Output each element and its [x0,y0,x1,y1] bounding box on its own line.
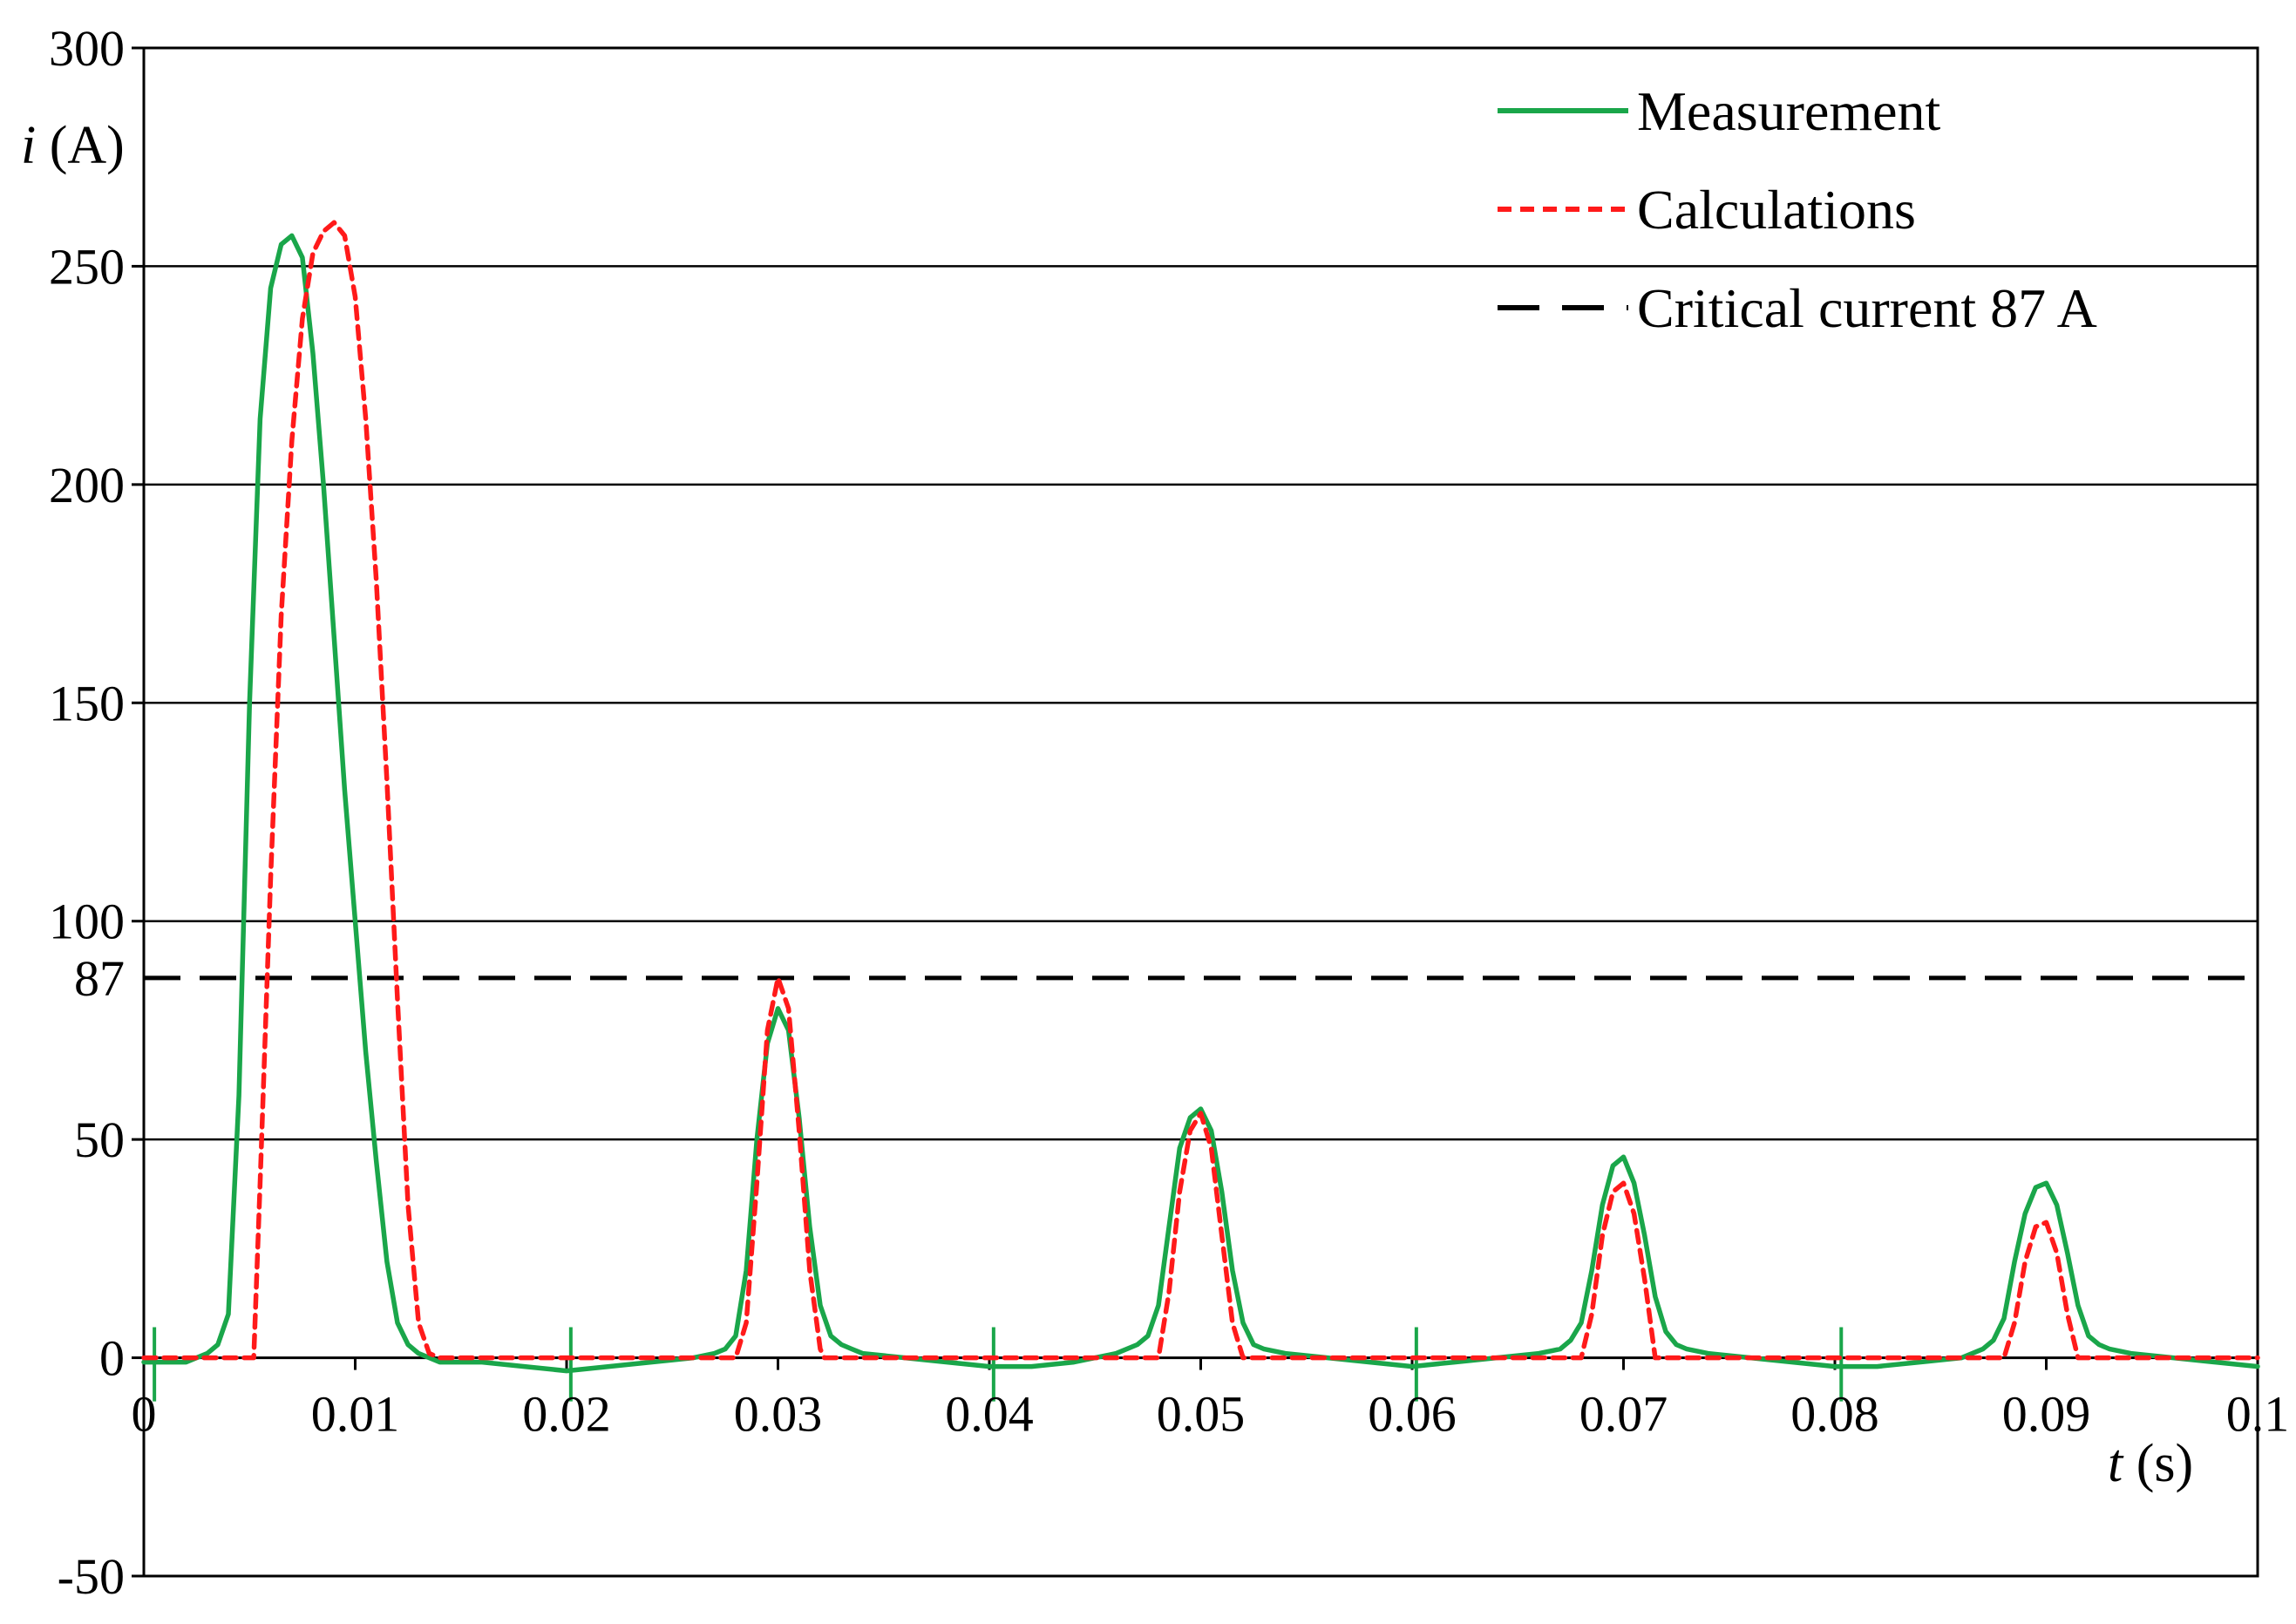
y-tick-label-critical: 87 [74,950,125,1007]
x-tick-label: 0.08 [1790,1386,1879,1443]
series-line-calculations [141,220,2260,1361]
x-tick-label: 0.05 [1157,1386,1246,1443]
legend-label-critical-current: Critical current 87 A [1637,277,2097,339]
y-tick-label: 50 [74,1111,125,1168]
y-axis-unit: (A) [36,116,125,175]
y-tick-label: 250 [49,238,125,295]
grid-lines [144,265,2258,1141]
x-tick-label: 0.06 [1368,1386,1457,1443]
y-tick-label: 150 [49,675,125,731]
x-tick-label: 0.02 [522,1386,611,1443]
x-axis-title: t (s) [2108,1434,2193,1493]
x-tick-label: 0.09 [2002,1386,2091,1443]
axis-labels: -50 0 50 100 150 200 250 300 87 0 0.01 0.02 0.03 0.04… [49,20,2289,1605]
legend-label-measurement: Measurement [1637,80,1941,142]
x-tick-label: 0.01 [311,1386,400,1443]
x-axis-variable: t [2108,1434,2124,1493]
x-tick-label: 0.1 [2226,1386,2290,1443]
series-line-measurement [141,233,2260,1374]
y-axis-title: i (A) [21,116,125,175]
y-axis-variable: i [21,116,36,175]
plot-area-frame [142,46,2259,1578]
legend: Measurement Calculations Critical curren… [1498,80,2097,339]
x-axis-unit: (s) [2123,1434,2193,1493]
series-layer [141,220,2260,1402]
y-tick-label: 200 [49,457,125,513]
y-tick-label: 300 [49,20,125,77]
x-tick-label: 0.07 [1579,1386,1668,1443]
y-tick-label: 100 [49,894,125,950]
x-tick-label: 0 [132,1386,157,1443]
x-tick-label: 0.04 [945,1386,1034,1443]
x-tick-label: 0.03 [734,1386,823,1443]
y-tick-label: -50 [58,1548,125,1605]
legend-label-calculations: Calculations [1637,179,1916,241]
y-tick-label: 0 [99,1330,125,1387]
